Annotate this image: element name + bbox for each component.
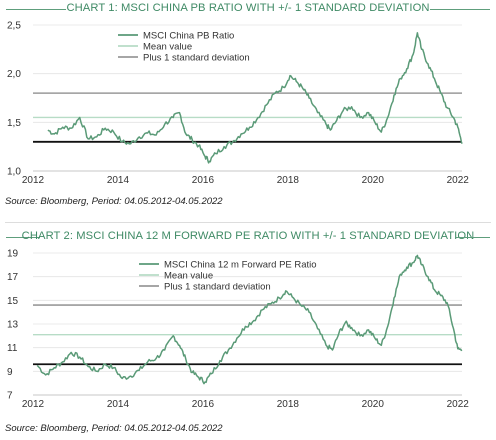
x-tick-label: 2022 <box>447 399 470 410</box>
y-tick-label: 7 <box>7 391 13 402</box>
legend-label: Plus 1 standard deviation <box>143 53 250 64</box>
pb-ratio-chart: 1,0 1,5 2,0 2,5 2012 2014 2016 2018 2020 2022 MSCI… <box>7 21 470 187</box>
chart-title-row: CHART 2: MSCI CHINA 12 M FORWARD PE RATI… <box>0 228 496 246</box>
x-tick-label: 2018 <box>277 175 300 186</box>
series-line <box>36 254 463 385</box>
chart-panel-pe: CHART 2: MSCI CHINA 12 M FORWARD PE RATI… <box>0 228 496 440</box>
legend-label: Mean value <box>164 271 213 282</box>
y-tick-label: 15 <box>7 296 19 307</box>
x-tick-label: 2014 <box>107 399 130 410</box>
title-rule-left <box>6 237 40 238</box>
series-line <box>47 32 463 164</box>
chart-title: CHART 2: MSCI CHINA 12 M FORWARD PE RATI… <box>21 230 475 242</box>
x-tick-label: 2020 <box>362 175 385 186</box>
chart-title: CHART 1: MSCI CHINA PB RATIO WITH +/- 1 … <box>66 2 430 14</box>
chart-title-row: CHART 1: MSCI CHINA PB RATIO WITH +/- 1 … <box>0 0 496 18</box>
source-note: Source: Bloomberg, Period: 04.05.2012-04… <box>5 196 223 207</box>
title-rule-right <box>430 9 490 10</box>
y-tick-label: 9 <box>7 367 13 378</box>
y-tick-label: 1,0 <box>7 167 21 178</box>
x-tick-label: 2014 <box>107 175 130 186</box>
y-tick-label: 2,0 <box>7 69 21 80</box>
x-tick-label: 2016 <box>192 175 215 186</box>
y-tick-label: 13 <box>7 320 19 331</box>
y-tick-label: 2,5 <box>7 21 21 32</box>
divider <box>5 222 491 223</box>
source-note: Source: Bloomberg, Period: 04.05.2012-04… <box>5 423 223 434</box>
x-tick-label: 2016 <box>192 399 215 410</box>
y-tick-label: 17 <box>7 272 19 283</box>
x-tick-label: 2022 <box>447 175 470 186</box>
x-tick-label: 2012 <box>22 175 45 186</box>
y-tick-label: 11 <box>7 343 18 354</box>
x-tick-label: 2018 <box>277 399 300 410</box>
legend-label: Mean value <box>143 42 192 53</box>
chart-panel-pb: CHART 1: MSCI CHINA PB RATIO WITH +/- 1 … <box>0 0 496 215</box>
x-tick-label: 2020 <box>362 399 385 410</box>
x-tick-label: 2012 <box>22 399 45 410</box>
legend-label: Plus 1 standard deviation <box>164 282 271 293</box>
title-rule-right <box>456 237 490 238</box>
legend-label: MSCI China PB Ratio <box>143 31 234 42</box>
legend-label: MSCI China 12 m Forward PE Ratio <box>164 260 317 271</box>
y-tick-label: 1,5 <box>7 118 21 129</box>
y-tick-label: 19 <box>7 249 19 260</box>
title-rule-left <box>6 9 66 10</box>
pe-ratio-chart: 7 9 11 13 15 17 19 2012 2014 2016 2018 2020 2022 MSCI… <box>7 249 470 411</box>
